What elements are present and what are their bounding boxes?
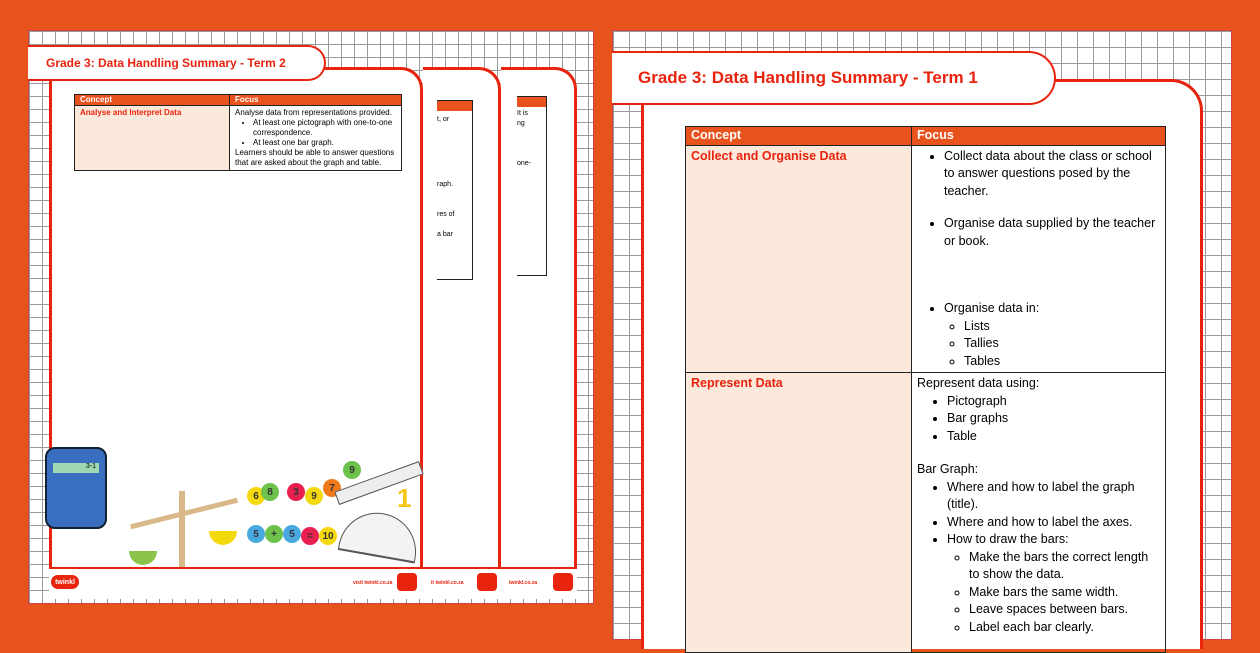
concept-cell: Analyse and Interpret Data (74, 105, 230, 171)
list-item: At least one bar graph. (253, 138, 396, 148)
calculator-display: 3-1 (53, 463, 99, 473)
number-ball: 3 (287, 483, 305, 501)
number-ball: 5 (283, 525, 301, 543)
fragment: t, or (437, 116, 450, 123)
twinkl-badge (553, 573, 573, 591)
list-item: At least one pictograph with one-to-one … (253, 118, 396, 138)
list-item: Leave spaces between bars. (969, 601, 1160, 619)
focus-cell: Represent data using: Pictograph Bar gra… (911, 372, 1166, 653)
header-focus: Focus (911, 126, 1166, 146)
page-footer: twinkl visit twinkl.co.za it twinkl.co.z… (49, 567, 577, 599)
footer-url[interactable]: visit twinkl.co.za (353, 580, 393, 586)
table-row: Collect and Organise Data Collect data a… (685, 144, 1166, 373)
list-item: Table (947, 428, 1160, 446)
twinkl-logo: twinkl (51, 575, 79, 589)
list-item: Collect data about the class or school t… (944, 148, 1160, 201)
header-concept: Concept (685, 126, 912, 146)
page-title: Grade 3: Data Handling Summary - Term 2 (28, 45, 326, 81)
list-item: Organise data supplied by the teacher or… (944, 215, 1160, 250)
header-concept: Concept (74, 94, 230, 106)
summary-table: Concept Focus Analyse and Interpret Data … (74, 94, 402, 171)
number-ball: 8 (261, 483, 279, 501)
twinkl-badge (477, 573, 497, 591)
balance-scale-illustration (129, 491, 239, 571)
fragment: one- (517, 160, 532, 167)
number-ball: 5 (247, 525, 265, 543)
back-table-fragment: It is ng one- (517, 96, 547, 276)
focus-text: Learners should be able to answer questi… (235, 148, 395, 167)
number-ball: + (265, 525, 283, 543)
fragment: res of (437, 211, 455, 218)
list-item: Make bars the same width. (969, 584, 1160, 602)
list-item: Where and how to label the axes. (947, 514, 1160, 532)
focus-text: Analyse data from representations provid… (235, 108, 392, 117)
list-item: Lists (964, 318, 1160, 336)
twinkl-badge (397, 573, 417, 591)
concept-cell: Represent Data (685, 372, 912, 653)
focus-text: Represent data using: (917, 376, 1040, 390)
header-focus: Focus (229, 94, 402, 106)
footer-url: twinkl.co.za (509, 580, 538, 586)
list-item: Tables (964, 353, 1160, 371)
calculator-illustration: 3-1 (45, 447, 107, 529)
list-item: Make the bars the correct length to show… (969, 549, 1160, 584)
table-row: Analyse and Interpret Data Analyse data … (74, 105, 402, 171)
list-item: Label each bar clearly. (969, 619, 1160, 637)
list-item: How to draw the bars: (947, 531, 1160, 549)
fragment: a bar (437, 231, 453, 238)
fragment: ng (517, 120, 525, 127)
number-ball: = (301, 527, 319, 545)
table-row: Represent Data Represent data using: Pic… (685, 372, 1166, 653)
worksheet-term-1: Grade 3: Data Handling Summary - Term 1 … (612, 30, 1232, 653)
worksheet-term-2: It is ng one- t, or raph. res of a bar G… (28, 30, 594, 604)
list-item: Where and how to label the graph (title)… (947, 479, 1160, 514)
concept-cell: Collect and Organise Data (685, 144, 912, 373)
number-ball: 9 (305, 487, 323, 505)
number-ball: 9 (343, 461, 361, 479)
page-title: Grade 3: Data Handling Summary - Term 1 (612, 51, 1056, 105)
back-table-fragment: t, or raph. res of a bar (437, 100, 473, 280)
number-ball: 6 (247, 487, 265, 505)
focus-text: Bar Graph: (917, 462, 979, 476)
fragment: It is (517, 110, 528, 117)
back-page-3: It is ng one- (501, 67, 577, 567)
list-item: Pictograph (947, 393, 1160, 411)
focus-cell: Collect data about the class or school t… (911, 144, 1166, 373)
fragment: raph. (437, 181, 453, 188)
list-item: Organise data in: (944, 300, 1160, 318)
focus-cell: Analyse data from representations provid… (229, 105, 402, 171)
list-item: Bar graphs (947, 410, 1160, 428)
back-page-2: t, or raph. res of a bar (423, 67, 501, 567)
footer-url: it twinkl.co.za (431, 580, 464, 586)
digit-one: 1 (397, 483, 412, 513)
list-item: Tallies (964, 335, 1160, 353)
number-ball: 10 (319, 527, 337, 545)
